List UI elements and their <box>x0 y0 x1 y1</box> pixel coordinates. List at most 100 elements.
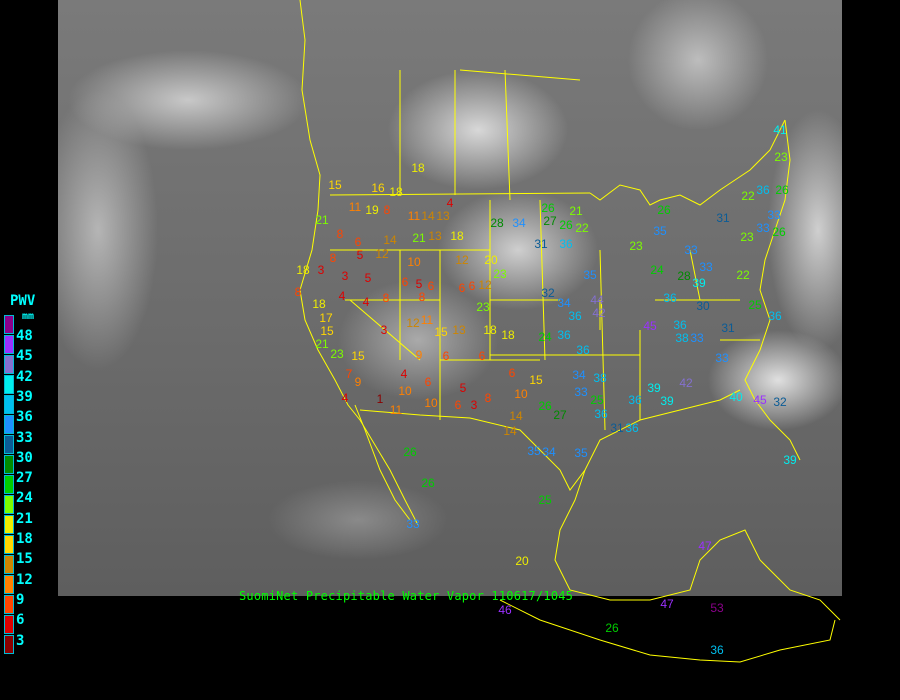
station-pwv-label: 35 <box>574 446 588 460</box>
station-pwv-label: 15 <box>529 373 543 387</box>
station-pwv-label: 35 <box>527 444 541 458</box>
station-pwv-label: 44 <box>590 293 604 307</box>
station-pwv-label: 8 <box>484 391 492 405</box>
station-pwv-label: 26 <box>403 445 417 459</box>
legend-tick: 48 <box>16 328 33 344</box>
station-pwv-label: 46 <box>498 603 512 617</box>
station-pwv-label: 3 <box>317 263 325 277</box>
station-pwv-label: 20 <box>484 253 498 267</box>
legend-tick: 9 <box>16 591 25 608</box>
station-pwv-label: 6 <box>468 279 476 293</box>
legend-tick: 15 <box>16 551 33 568</box>
legend-tick: 33 <box>16 429 33 446</box>
station-pwv-label: 19 <box>365 203 379 217</box>
station-pwv-label: 26 <box>605 621 619 635</box>
station-pwv-label: 10 <box>424 396 438 410</box>
station-pwv-label: 27 <box>553 408 567 422</box>
station-pwv-label: 3 <box>380 323 388 337</box>
station-pwv-label: 21 <box>569 204 583 218</box>
legend-title: PWV <box>10 293 36 309</box>
station-pwv-label: 26 <box>559 218 573 232</box>
station-pwv-label: 18 <box>296 263 310 277</box>
station-pwv-label: 8 <box>329 251 337 265</box>
station-pwv-label: 34 <box>572 368 586 382</box>
station-pwv-label: 23 <box>629 239 643 253</box>
legend-tick: 18 <box>16 531 33 547</box>
station-pwv-label: 6 <box>454 398 462 412</box>
station-pwv-label: 36 <box>673 318 687 332</box>
station-pwv-label: 25 <box>590 393 604 407</box>
station-pwv-label: 9 <box>354 375 362 389</box>
station-pwv-label: 33 <box>767 208 781 222</box>
station-pwv-label: 31 <box>721 321 735 335</box>
station-pwv-label: 36 <box>663 291 677 305</box>
station-pwv-label: 15 <box>351 349 365 363</box>
station-pwv-label: 10 <box>514 387 528 401</box>
station-pwv-label: 4 <box>400 367 408 381</box>
legend-tick: 45 <box>16 348 33 365</box>
station-pwv-label: 45 <box>753 393 767 407</box>
station-pwv-label: 35 <box>583 268 597 282</box>
station-pwv-label: 10 <box>398 384 412 398</box>
station-pwv-label: 39 <box>660 394 674 408</box>
border-line <box>539 199 546 361</box>
station-pwv-label: 26 <box>541 201 555 215</box>
station-pwv-label: 12 <box>406 316 420 330</box>
station-pwv-label: 26 <box>657 203 671 217</box>
station-pwv-label: 13 <box>436 209 450 223</box>
station-pwv-label: 22 <box>575 221 589 235</box>
station-pwv-label: 11 <box>348 200 362 214</box>
station-pwv-label: 25 <box>538 493 552 507</box>
station-pwv-label: 33 <box>684 243 698 257</box>
legend-tick: 12 <box>16 571 33 588</box>
legend-swatch <box>4 515 14 534</box>
station-pwv-label: 21 <box>412 231 426 245</box>
station-pwv-label: 6 <box>427 279 435 293</box>
station-pwv-label: 40 <box>729 390 743 404</box>
legend-tick: 6 <box>16 612 25 629</box>
station-pwv-label: 21 <box>315 337 329 351</box>
station-pwv-label: 47 <box>660 597 674 611</box>
legend-tick: 27 <box>16 470 33 487</box>
station-pwv-label: 36 <box>576 343 590 357</box>
satellite-image <box>58 0 842 596</box>
border-line <box>689 249 701 301</box>
station-pwv-label: 9 <box>415 348 423 362</box>
station-pwv-label: 28 <box>677 269 691 283</box>
station-pwv-label: 14 <box>509 409 523 423</box>
border-line <box>599 249 606 431</box>
station-pwv-label: 36 <box>594 407 608 421</box>
border-line <box>299 0 419 526</box>
station-pwv-label: 14 <box>503 424 517 438</box>
station-pwv-label: 23 <box>740 230 754 244</box>
station-pwv-label: 8 <box>418 290 426 304</box>
legend-swatch <box>4 415 14 434</box>
station-pwv-label: 6 <box>442 349 450 363</box>
station-pwv-label: 4 <box>446 196 454 210</box>
legend-swatch <box>4 595 14 614</box>
legend-swatch <box>4 475 14 494</box>
station-pwv-label: 3 <box>470 398 478 412</box>
station-pwv-label: 35 <box>653 224 667 238</box>
legend-swatch <box>4 315 14 334</box>
station-pwv-label: 42 <box>679 376 693 390</box>
legend-swatch <box>4 335 14 354</box>
station-pwv-label: 36 <box>559 237 573 251</box>
border-line <box>499 599 836 663</box>
station-pwv-label: 36 <box>625 421 639 435</box>
station-pwv-label: 15 <box>434 325 448 339</box>
station-pwv-label: 34 <box>557 296 571 310</box>
station-pwv-label: 26 <box>538 399 552 413</box>
border-line <box>744 119 801 461</box>
legend-tick: 30 <box>16 449 33 466</box>
station-pwv-label: 45 <box>643 319 657 333</box>
border-line <box>554 469 841 621</box>
station-pwv-label: 15 <box>320 324 334 338</box>
border-line <box>349 299 421 361</box>
station-pwv-label: 33 <box>756 221 770 235</box>
border-line <box>504 69 511 201</box>
station-pwv-label: 18 <box>450 229 464 243</box>
station-pwv-label: 6 <box>424 375 432 389</box>
legend-swatch <box>4 635 14 654</box>
